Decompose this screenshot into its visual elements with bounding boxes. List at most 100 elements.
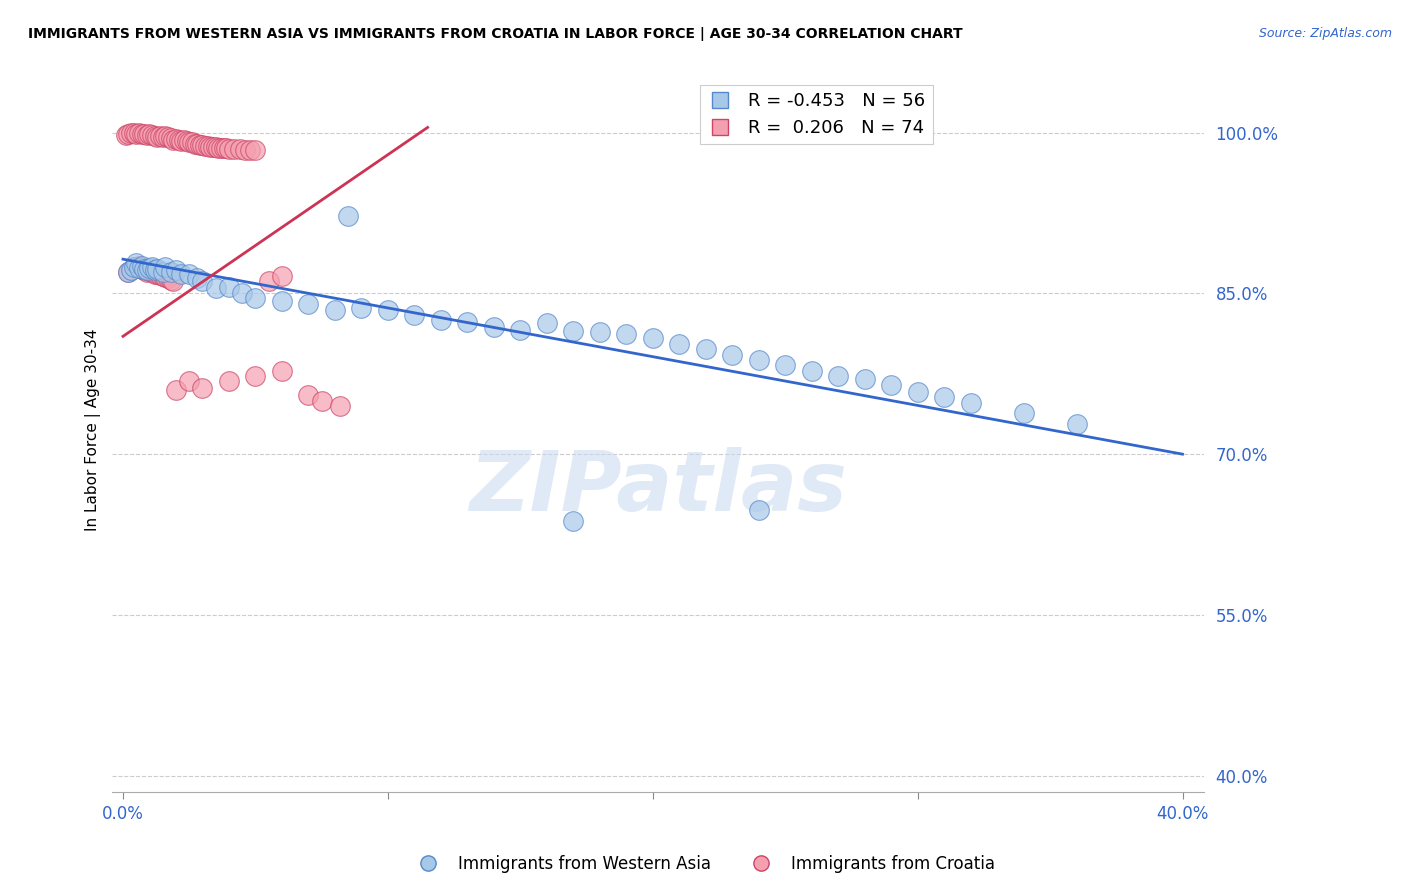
Point bbox=[311, 393, 333, 408]
Point bbox=[134, 127, 156, 141]
Point bbox=[204, 281, 226, 295]
Point bbox=[1012, 407, 1035, 421]
Point bbox=[131, 261, 153, 276]
Point bbox=[197, 138, 219, 153]
Point bbox=[323, 302, 346, 317]
Point bbox=[853, 372, 876, 386]
Point bbox=[350, 301, 373, 316]
Point bbox=[536, 317, 558, 331]
Point bbox=[827, 368, 849, 383]
Point bbox=[218, 142, 240, 156]
Point bbox=[141, 265, 163, 279]
Point bbox=[170, 134, 193, 148]
Point bbox=[122, 260, 145, 274]
Point bbox=[186, 271, 208, 285]
Point bbox=[1066, 417, 1088, 432]
Point bbox=[180, 136, 202, 150]
Point bbox=[141, 128, 163, 142]
Point bbox=[404, 308, 426, 322]
Point bbox=[117, 265, 139, 279]
Point bbox=[337, 210, 360, 224]
Point bbox=[117, 265, 139, 279]
Point bbox=[146, 261, 169, 276]
Point bbox=[297, 388, 319, 402]
Point bbox=[128, 259, 150, 273]
Point bbox=[641, 331, 664, 345]
Point bbox=[138, 127, 160, 141]
Point bbox=[173, 133, 195, 147]
Point bbox=[152, 269, 174, 284]
Point bbox=[152, 130, 174, 145]
Point bbox=[456, 315, 478, 329]
Point bbox=[204, 139, 226, 153]
Point bbox=[257, 274, 280, 288]
Point bbox=[143, 267, 166, 281]
Point bbox=[245, 143, 267, 157]
Point bbox=[122, 126, 145, 140]
Point bbox=[117, 127, 139, 141]
Point bbox=[668, 336, 690, 351]
Point bbox=[149, 128, 172, 143]
Point bbox=[179, 136, 201, 150]
Point bbox=[134, 263, 156, 277]
Point bbox=[271, 293, 294, 308]
Point bbox=[245, 291, 267, 305]
Point bbox=[125, 256, 148, 270]
Point bbox=[959, 396, 981, 410]
Point bbox=[146, 130, 169, 145]
Point bbox=[907, 384, 929, 399]
Point bbox=[155, 260, 177, 274]
Point bbox=[188, 137, 211, 152]
Point bbox=[773, 358, 796, 372]
Point bbox=[194, 138, 217, 153]
Point bbox=[134, 261, 156, 276]
Point bbox=[120, 263, 142, 277]
Point bbox=[128, 260, 150, 275]
Point bbox=[176, 134, 198, 148]
Y-axis label: In Labor Force | Age 30-34: In Labor Force | Age 30-34 bbox=[86, 329, 101, 532]
Point bbox=[271, 363, 294, 377]
Point bbox=[141, 260, 163, 274]
Point bbox=[218, 280, 240, 294]
Point bbox=[138, 264, 160, 278]
Point bbox=[245, 368, 267, 383]
Point bbox=[157, 271, 180, 285]
Point bbox=[233, 143, 256, 157]
Point bbox=[191, 381, 214, 395]
Point bbox=[159, 265, 181, 279]
Point bbox=[202, 139, 225, 153]
Point bbox=[170, 267, 193, 281]
Point bbox=[120, 263, 142, 277]
Point bbox=[228, 142, 250, 156]
Point bbox=[562, 324, 585, 338]
Point bbox=[231, 286, 253, 301]
Point bbox=[212, 141, 235, 155]
Point bbox=[125, 260, 148, 275]
Point bbox=[800, 363, 823, 377]
Legend: Immigrants from Western Asia, Immigrants from Croatia: Immigrants from Western Asia, Immigrants… bbox=[405, 848, 1001, 880]
Point bbox=[162, 133, 184, 147]
Point bbox=[167, 133, 190, 147]
Point bbox=[215, 141, 238, 155]
Text: Source: ZipAtlas.com: Source: ZipAtlas.com bbox=[1258, 27, 1392, 40]
Point bbox=[155, 128, 177, 143]
Point bbox=[157, 130, 180, 145]
Point bbox=[297, 297, 319, 311]
Point bbox=[614, 327, 637, 342]
Point bbox=[239, 143, 262, 157]
Text: ZIPatlas: ZIPatlas bbox=[470, 448, 846, 528]
Point bbox=[589, 325, 612, 339]
Point bbox=[224, 142, 246, 156]
Point bbox=[146, 267, 169, 281]
Point bbox=[125, 127, 148, 141]
Point bbox=[143, 263, 166, 277]
Point bbox=[165, 383, 187, 397]
Point bbox=[135, 263, 157, 277]
Point bbox=[218, 374, 240, 388]
Point bbox=[122, 260, 145, 274]
Point bbox=[200, 139, 222, 153]
Point bbox=[482, 319, 505, 334]
Point bbox=[155, 270, 177, 285]
Point bbox=[143, 128, 166, 143]
Point bbox=[183, 136, 205, 151]
